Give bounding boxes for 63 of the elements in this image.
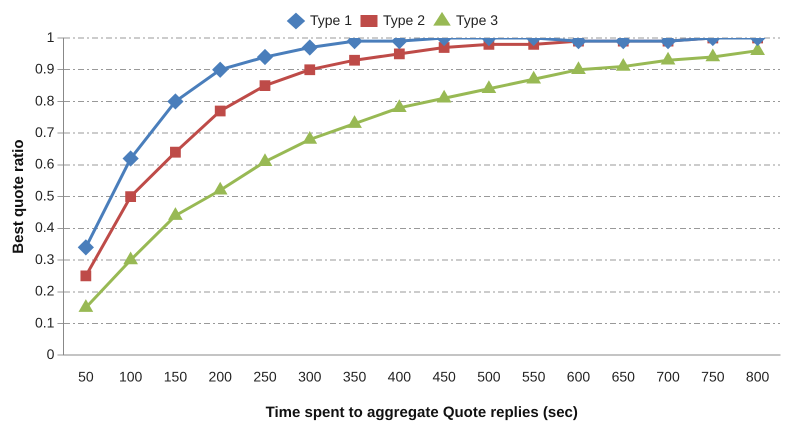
point bbox=[438, 42, 450, 53]
x-tick-label: 750 bbox=[701, 368, 725, 384]
legend-label: Type 1 bbox=[310, 12, 352, 28]
point bbox=[751, 44, 764, 55]
x-tick-label: 300 bbox=[298, 368, 322, 384]
x-tick-label: 100 bbox=[118, 368, 143, 384]
x-tick-label: 150 bbox=[164, 368, 188, 384]
y-tick-label: 0.7 bbox=[34, 124, 55, 140]
y-tick-label: 1 bbox=[46, 28, 55, 45]
point bbox=[304, 64, 316, 76]
x-tick-label: 650 bbox=[612, 368, 636, 384]
x-tick-label: 600 bbox=[566, 368, 590, 384]
point bbox=[258, 154, 272, 166]
legend-label: Type 3 bbox=[456, 12, 498, 28]
point bbox=[123, 151, 138, 166]
point bbox=[572, 62, 585, 74]
point bbox=[260, 80, 270, 91]
point bbox=[393, 100, 406, 112]
x-tick-label: 200 bbox=[208, 368, 232, 384]
x-tick-label: 700 bbox=[656, 368, 680, 384]
x-tick-label: 550 bbox=[522, 368, 546, 384]
point bbox=[348, 116, 361, 128]
x-tick-label: 250 bbox=[253, 368, 277, 384]
point bbox=[212, 62, 228, 78]
y-tick-label: 0.3 bbox=[34, 250, 55, 267]
point bbox=[125, 191, 136, 202]
y-tick-label: 0.2 bbox=[34, 282, 55, 299]
y-tick-label: 0.5 bbox=[34, 187, 55, 204]
point bbox=[80, 300, 92, 312]
x-tick-label: 50 bbox=[78, 368, 94, 384]
point bbox=[304, 132, 316, 144]
y-tick-label: 0.4 bbox=[34, 219, 55, 236]
x-tick-label: 500 bbox=[477, 368, 501, 384]
legend-label: Type 2 bbox=[382, 12, 426, 28]
x-tick-label: 450 bbox=[432, 368, 456, 384]
point bbox=[616, 60, 630, 71]
point bbox=[78, 240, 94, 255]
point bbox=[169, 208, 182, 220]
y-tick-label: 0.1 bbox=[34, 314, 55, 330]
point bbox=[482, 82, 496, 93]
y-axis-title: Best quote ratio bbox=[10, 140, 28, 254]
point bbox=[80, 270, 92, 282]
point bbox=[168, 94, 183, 109]
x-tick-label: 800 bbox=[746, 368, 770, 384]
point bbox=[214, 106, 226, 116]
point bbox=[706, 50, 720, 62]
point bbox=[662, 53, 674, 64]
point bbox=[124, 253, 137, 264]
x-axis-title: Time spent to aggregate Quote replies (sec) bbox=[266, 404, 578, 422]
x-tick-label: 350 bbox=[342, 368, 366, 384]
point bbox=[349, 54, 360, 66]
point bbox=[170, 146, 181, 158]
point bbox=[394, 48, 405, 60]
x-tick-label: 400 bbox=[388, 368, 412, 384]
point bbox=[302, 40, 318, 56]
point bbox=[438, 91, 450, 103]
point bbox=[527, 72, 540, 84]
y-tick-label: 0 bbox=[46, 346, 55, 362]
y-tick-label: 0.8 bbox=[34, 92, 55, 108]
point bbox=[257, 50, 272, 65]
point bbox=[214, 183, 226, 195]
y-tick-label: 0.9 bbox=[34, 60, 55, 77]
y-tick-label: 0.6 bbox=[34, 156, 55, 172]
